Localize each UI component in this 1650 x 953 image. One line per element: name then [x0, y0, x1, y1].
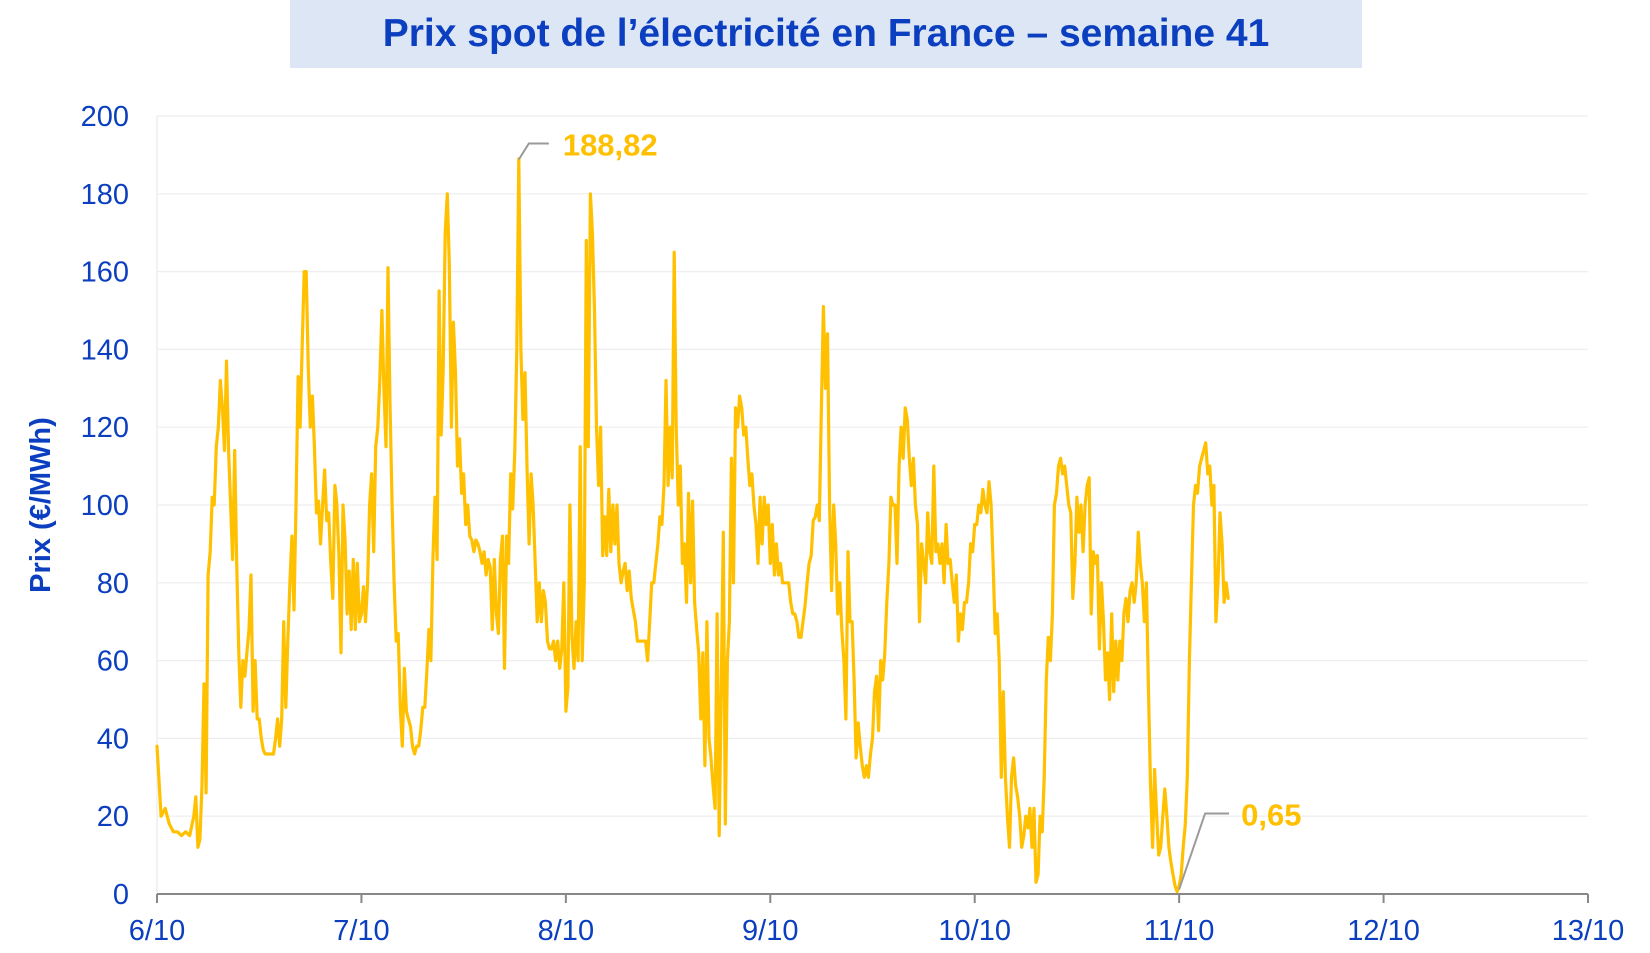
annotation-leader-max: [517, 142, 549, 161]
y-tick-label-160: 160: [81, 257, 129, 289]
x-tick-label-7: 13/10: [1552, 915, 1625, 947]
chart-title-box: Prix spot de l’électricité en France – s…: [290, 0, 1362, 68]
x-tick-label-0: 6/10: [129, 915, 185, 947]
y-tick-label-20: 20: [97, 801, 129, 833]
chart-title: Prix spot de l’électricité en France – s…: [382, 12, 1270, 55]
annotation-leader-min: [1178, 812, 1230, 890]
y-tick-label-140: 140: [81, 334, 129, 366]
x-tick-label-6: 12/10: [1347, 915, 1420, 947]
x-tick-label-5: 11/10: [1144, 915, 1214, 947]
annotation-max: 188,82: [563, 127, 658, 162]
x-tick-label-1: 7/10: [333, 915, 389, 947]
y-tick-label-200: 200: [81, 101, 129, 133]
x-tick-label-2: 8/10: [538, 915, 594, 947]
x-tick-label-3: 9/10: [742, 915, 798, 947]
y-tick-label-0: 0: [113, 879, 129, 911]
y-tick-label-40: 40: [97, 723, 129, 755]
y-tick-label-60: 60: [97, 646, 129, 678]
y-axis-label: Prix (€/MWh): [25, 417, 57, 593]
annotation-min: 0,65: [1241, 797, 1301, 832]
y-tick-label-180: 180: [81, 179, 129, 211]
y-tick-label-120: 120: [81, 412, 129, 444]
y-tick-label-100: 100: [81, 490, 129, 522]
x-tick-label-4: 10/10: [938, 915, 1011, 947]
y-tick-label-80: 80: [97, 568, 129, 600]
series-line-0: [155, 157, 1230, 894]
